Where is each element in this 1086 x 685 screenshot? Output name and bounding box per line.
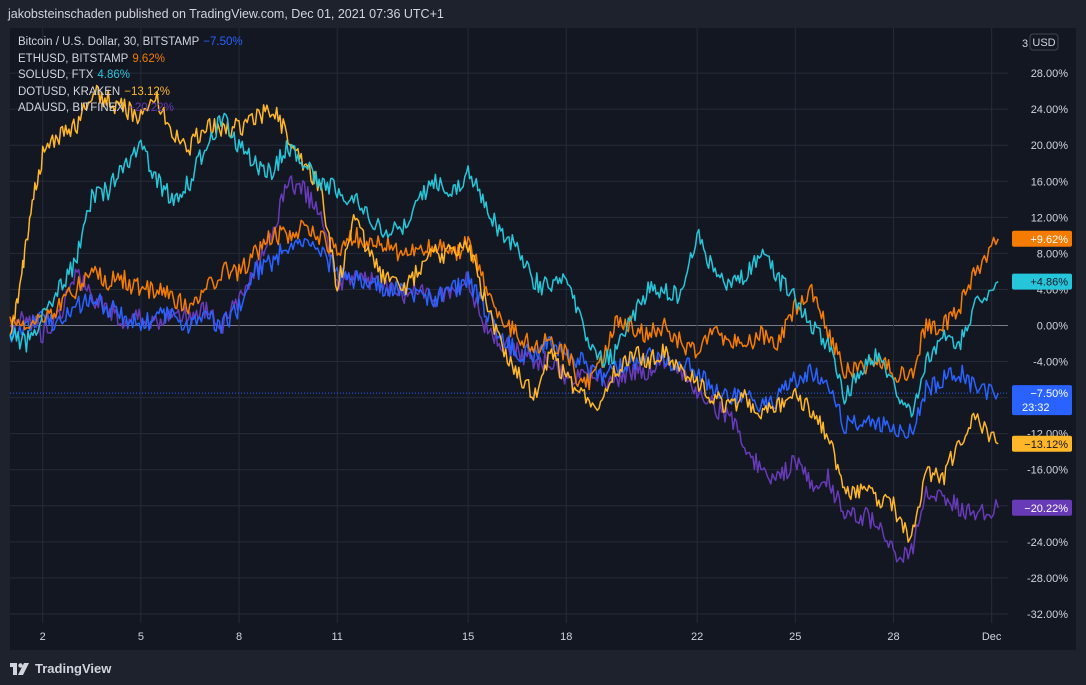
badge-dot	[1012, 435, 1072, 452]
y-tick-label: 28.00%	[1031, 68, 1069, 80]
tradingview-brand[interactable]: TradingView	[10, 661, 111, 676]
y-tick-label: -24.00%	[1027, 537, 1068, 549]
x-tick-label: 11	[332, 631, 343, 643]
x-tick-label: 28	[887, 631, 899, 643]
y-tick-label: 0.00%	[1037, 321, 1068, 333]
time-axis[interactable]: 2 5 8 11 15 18 22 25 28 Dec	[40, 631, 1002, 643]
brand-name: TradingView	[35, 661, 112, 676]
y-tick-label: 16.00%	[1031, 176, 1069, 188]
x-tick-label: 25	[789, 631, 801, 643]
chart-area[interactable]: 28.00%24.00%20.00%16.00%12.00%8.00%4.00%…	[0, 28, 1086, 650]
badge-value-sol: +4.86%	[1030, 277, 1068, 289]
badge-value-ada: −20.22%	[1024, 503, 1068, 515]
time-axis-background	[10, 623, 1076, 650]
tradingview-logo-icon	[10, 662, 29, 675]
series-line-dot	[9, 84, 999, 543]
series-line-sol	[9, 112, 999, 418]
publisher-header: jakobsteinschaden published on TradingVi…	[0, 0, 1086, 28]
x-tick-label: 18	[560, 631, 572, 643]
badge-value-dot: −13.12%	[1024, 439, 1068, 451]
y-tick-label: -4.00%	[1033, 357, 1068, 369]
y-tick-label: -28.00%	[1027, 573, 1068, 585]
x-tick-label: Dec	[982, 631, 1002, 643]
y-tick-label: -32.00%	[1027, 609, 1068, 621]
y-tick-label: 20.00%	[1031, 140, 1069, 152]
y-tick-label: 24.00%	[1031, 104, 1069, 116]
badge-ada	[1012, 499, 1072, 516]
footer-bar: TradingView	[0, 650, 1086, 685]
x-tick-label: 2	[40, 631, 46, 643]
last-value-badges: −7.50% 23:32 +9.62% +4.86% −13.12% −20.22%	[1012, 230, 1072, 516]
y-tick-label: 8.00%	[1037, 248, 1068, 260]
badge-sol	[1012, 273, 1072, 290]
y-tick-label: 12.00%	[1031, 212, 1069, 224]
badge-btc	[1012, 385, 1072, 416]
badge-eth	[1012, 230, 1072, 247]
badge-value-eth: +9.62%	[1030, 234, 1068, 246]
bar-countdown: 23:32	[1022, 402, 1050, 414]
badge-value-btc: −7.50%	[1030, 388, 1068, 400]
x-tick-label: 8	[236, 631, 242, 643]
price-axis[interactable]: 28.00%24.00%20.00%16.00%12.00%8.00%4.00%…	[1027, 68, 1068, 621]
x-tick-label: 5	[138, 631, 144, 643]
currency-label: USD	[1032, 37, 1055, 49]
x-tick-label: 22	[691, 631, 703, 643]
series-lines	[9, 84, 999, 563]
currency-button[interactable]: USD	[1029, 33, 1059, 51]
price-axis-background	[1008, 28, 1076, 623]
y-tick-label: -16.00%	[1027, 465, 1068, 477]
x-tick-label: 15	[462, 631, 474, 643]
top-partial-tick: 3	[1022, 38, 1028, 50]
publisher-line: jakobsteinschaden published on TradingVi…	[8, 7, 444, 21]
